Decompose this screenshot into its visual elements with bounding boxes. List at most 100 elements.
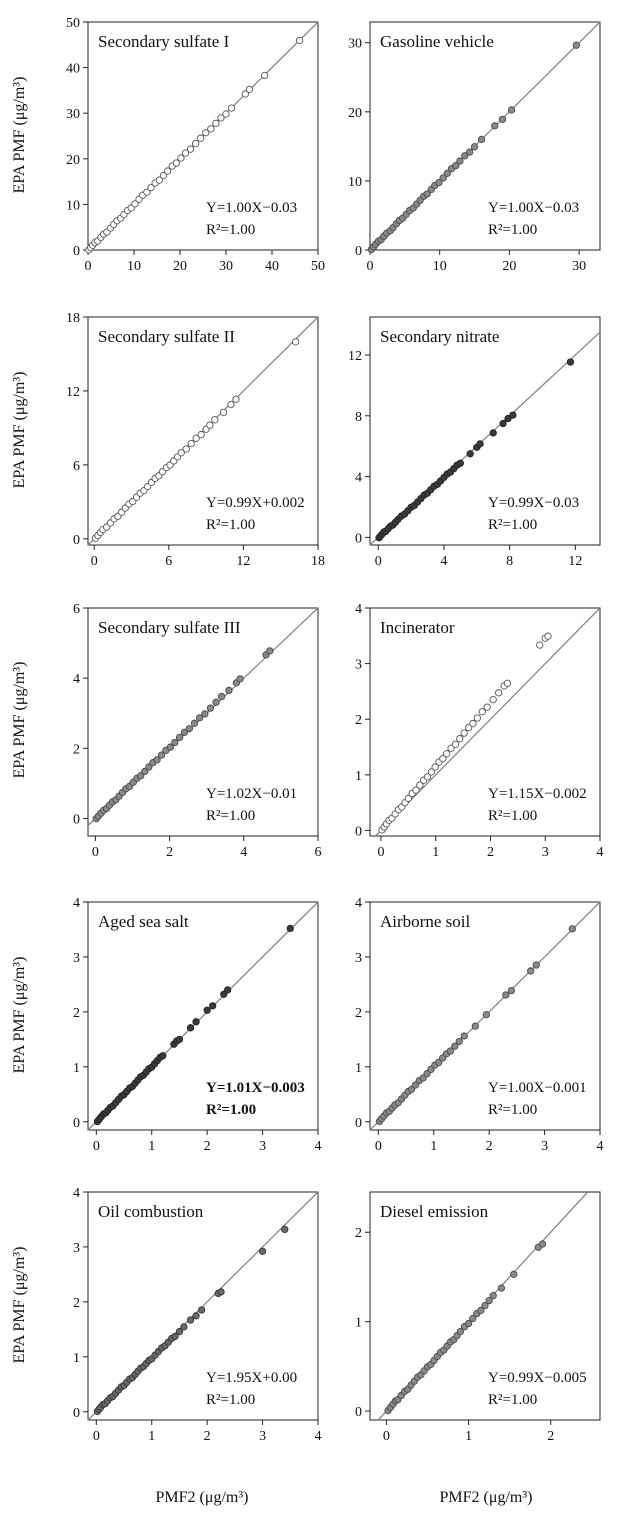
data-point: [568, 925, 576, 933]
data-point: [532, 961, 540, 969]
data-point: [212, 119, 220, 128]
regression-equation: Y=1.00X−0.001: [488, 1080, 587, 1096]
x-tick-label: 2: [204, 1139, 211, 1154]
x-tick-label: 1: [432, 845, 439, 860]
regression-equation: Y=1.95X+0.00: [206, 1370, 297, 1386]
data-point: [225, 686, 233, 695]
y-tick-label: 1: [355, 769, 362, 784]
regression-equation: Y=1.02X−0.01: [206, 786, 297, 802]
plot-frame: [369, 316, 601, 546]
r-squared: R²=1.00: [488, 808, 537, 824]
data-point: [172, 159, 180, 167]
y-axis-label-row5: EPA PMF (μg/m³): [11, 1247, 28, 1364]
data-point: [499, 419, 507, 428]
x-tick-label: 0: [93, 1429, 100, 1444]
panel-title: Secondary sulfate I: [98, 32, 230, 51]
x-axis-label-right: PMF2 (μg/m³): [440, 1489, 533, 1506]
data-point: [186, 1024, 195, 1032]
panel-title: Oil combustion: [98, 1202, 204, 1221]
panel-3: 0 6 12 18 0 6 12 18 Secondary sulfate II Y=0.99X+…: [66, 311, 325, 569]
data-point: [427, 768, 435, 776]
data-point: [466, 148, 474, 156]
data-point: [295, 36, 304, 45]
y-tick-label: 2: [355, 1226, 362, 1241]
data-point: [155, 176, 163, 184]
data-point: [236, 675, 244, 683]
data-point: [451, 740, 460, 748]
data-point: [192, 1312, 200, 1320]
plot-frame: [369, 901, 601, 1131]
data-point: [192, 434, 200, 442]
r-squared: R²=1.00: [488, 517, 537, 533]
y-tick-label: 3: [355, 658, 362, 673]
plot-frame: [87, 21, 319, 251]
panel-7: 0 1 2 3 4 0 1 2 3 4 Aged sea salt Y=1.01X−0.003 R²=1…: [73, 896, 322, 1154]
data-point: [412, 786, 420, 794]
data-point: [166, 743, 175, 751]
y-axis-label-row2: EPA PMF (μg/m³): [11, 372, 28, 489]
data-point: [291, 338, 300, 346]
data-point: [497, 1284, 506, 1292]
x-tick-label: 30: [572, 259, 586, 274]
panel-4: 0 4 8 12 0 4 8 12 Secondary nitrate Y=0.99X−0.03 R…: [348, 316, 601, 569]
y-tick-label: 2: [73, 1296, 80, 1311]
data-point: [495, 689, 503, 697]
y-tick-label: 10: [66, 198, 80, 213]
x-tick-label: 3: [259, 1139, 266, 1154]
data-point: [509, 411, 517, 419]
data-point: [504, 414, 512, 423]
data-point: [435, 178, 443, 187]
x-tick-label: 6: [315, 845, 322, 860]
y-tick-label: 0: [355, 1116, 362, 1131]
y-tick-label: 1: [73, 1351, 80, 1366]
data-point: [180, 1323, 188, 1331]
x-tick-label: 3: [542, 845, 549, 860]
data-point: [241, 90, 249, 98]
y-tick-label: 0: [355, 824, 362, 839]
data-point: [443, 169, 452, 177]
data-point: [498, 115, 507, 124]
data-point: [177, 154, 185, 162]
x-tick-label: 0: [91, 554, 98, 569]
data-point: [186, 1316, 195, 1324]
data-point: [476, 440, 484, 448]
y-tick-label: 4: [355, 471, 362, 486]
panel-title: Aged sea salt: [98, 912, 189, 931]
data-point: [538, 1240, 547, 1248]
data-point: [171, 738, 179, 747]
regression-equation: Y=1.00X−0.03: [488, 200, 579, 216]
x-tick-label: 4: [315, 1139, 322, 1154]
x-tick-label: 4: [315, 1429, 322, 1444]
data-point: [473, 714, 481, 722]
y-tick-label: 30: [66, 107, 80, 122]
regression-equation: Y=1.00X−0.03: [206, 200, 297, 216]
y-tick-label: 1: [355, 1061, 362, 1076]
x-tick-label: 0: [367, 259, 374, 274]
regression-equation: Y=0.99X−0.005: [488, 1370, 587, 1386]
data-point: [177, 449, 185, 457]
data-point: [507, 986, 515, 995]
y-tick-label: 6: [73, 459, 80, 474]
regression-equation: Y=0.99X+0.002: [206, 495, 305, 511]
x-tick-label: 0: [375, 1139, 382, 1154]
x-tick-label: 0: [92, 845, 99, 860]
data-point: [503, 679, 512, 687]
data-point: [232, 395, 240, 403]
data-point: [197, 1306, 206, 1314]
data-point: [461, 152, 469, 160]
data-point: [423, 773, 432, 781]
data-point: [191, 140, 200, 148]
panel-8: 0 1 2 3 4 0 1 2 3 4 Airborne soil Y=1.00X−0.001 R²=1…: [355, 896, 604, 1154]
y-tick-label: 2: [73, 1006, 80, 1021]
x-tick-label: 2: [547, 1429, 554, 1444]
r-squared: R²=1.00: [206, 808, 255, 824]
data-point: [507, 106, 516, 114]
x-tick-label: 12: [236, 554, 250, 569]
x-tick-label: 6: [165, 554, 172, 569]
data-point: [203, 1006, 211, 1014]
data-point: [443, 750, 451, 758]
r-squared: R²=1.00: [206, 1392, 255, 1408]
data-point: [196, 714, 204, 722]
panel-title: Incinerator: [380, 618, 455, 637]
